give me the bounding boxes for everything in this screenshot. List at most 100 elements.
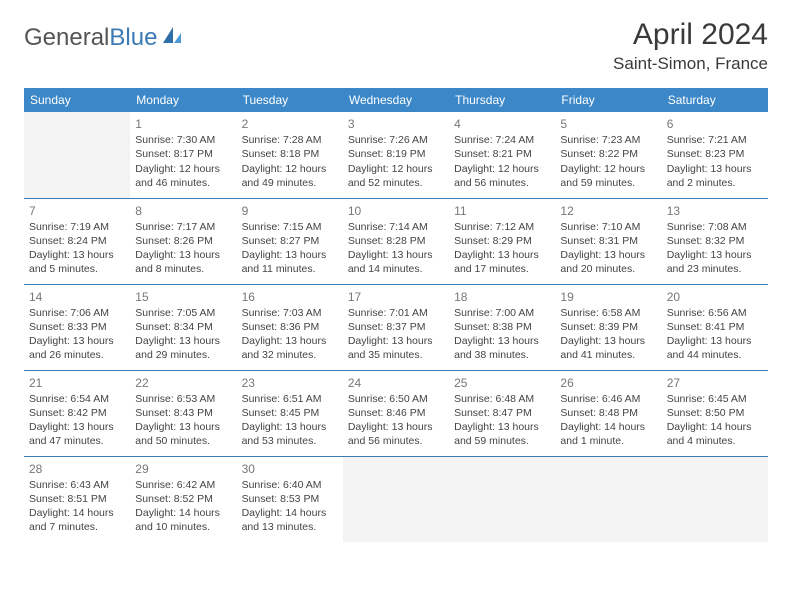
daylight-text: Daylight: 13 hours and 41 minutes. [560, 334, 656, 362]
daylight-text: Daylight: 13 hours and 2 minutes. [667, 162, 763, 190]
daylight-text: Daylight: 13 hours and 56 minutes. [348, 420, 444, 448]
sunrise-text: Sunrise: 7:19 AM [29, 220, 125, 234]
daylight-text: Daylight: 13 hours and 11 minutes. [242, 248, 338, 276]
daylight-text: Daylight: 13 hours and 47 minutes. [29, 420, 125, 448]
sunrise-text: Sunrise: 7:05 AM [135, 306, 231, 320]
daylight-text: Daylight: 13 hours and 14 minutes. [348, 248, 444, 276]
sunrise-text: Sunrise: 7:10 AM [560, 220, 656, 234]
calendar-week-row: 1Sunrise: 7:30 AMSunset: 8:17 PMDaylight… [24, 112, 768, 198]
daylight-text: Daylight: 13 hours and 44 minutes. [667, 334, 763, 362]
sunset-text: Sunset: 8:42 PM [29, 406, 125, 420]
day-number: 13 [667, 203, 763, 219]
day-number: 18 [454, 289, 550, 305]
calendar-header-row: SundayMondayTuesdayWednesdayThursdayFrid… [24, 88, 768, 112]
header-right: April 2024 Saint-Simon, France [613, 18, 768, 74]
page-header: GeneralBlue April 2024 Saint-Simon, Fran… [24, 18, 768, 74]
sunrise-text: Sunrise: 7:28 AM [242, 133, 338, 147]
logo-sail-icon [161, 25, 183, 52]
sunrise-text: Sunrise: 7:00 AM [454, 306, 550, 320]
sunset-text: Sunset: 8:22 PM [560, 147, 656, 161]
sunset-text: Sunset: 8:41 PM [667, 320, 763, 334]
sunrise-text: Sunrise: 6:48 AM [454, 392, 550, 406]
daylight-text: Daylight: 12 hours and 56 minutes. [454, 162, 550, 190]
sunrise-text: Sunrise: 7:26 AM [348, 133, 444, 147]
daylight-text: Daylight: 13 hours and 17 minutes. [454, 248, 550, 276]
sunset-text: Sunset: 8:53 PM [242, 492, 338, 506]
day-number: 2 [242, 116, 338, 132]
daylight-text: Daylight: 13 hours and 20 minutes. [560, 248, 656, 276]
sunrise-text: Sunrise: 6:54 AM [29, 392, 125, 406]
calendar-cell-empty [662, 456, 768, 542]
day-header: Monday [130, 88, 236, 112]
sunrise-text: Sunrise: 7:01 AM [348, 306, 444, 320]
sunset-text: Sunset: 8:32 PM [667, 234, 763, 248]
sunset-text: Sunset: 8:47 PM [454, 406, 550, 420]
sunrise-text: Sunrise: 7:17 AM [135, 220, 231, 234]
daylight-text: Daylight: 13 hours and 53 minutes. [242, 420, 338, 448]
day-number: 15 [135, 289, 231, 305]
sunset-text: Sunset: 8:50 PM [667, 406, 763, 420]
day-number: 24 [348, 375, 444, 391]
sunrise-text: Sunrise: 6:43 AM [29, 478, 125, 492]
sunset-text: Sunset: 8:36 PM [242, 320, 338, 334]
sunrise-text: Sunrise: 6:40 AM [242, 478, 338, 492]
daylight-text: Daylight: 14 hours and 7 minutes. [29, 506, 125, 534]
calendar-cell: 27Sunrise: 6:45 AMSunset: 8:50 PMDayligh… [662, 370, 768, 456]
sunrise-text: Sunrise: 7:14 AM [348, 220, 444, 234]
daylight-text: Daylight: 14 hours and 1 minute. [560, 420, 656, 448]
sunset-text: Sunset: 8:31 PM [560, 234, 656, 248]
daylight-text: Daylight: 13 hours and 50 minutes. [135, 420, 231, 448]
daylight-text: Daylight: 12 hours and 49 minutes. [242, 162, 338, 190]
day-number: 19 [560, 289, 656, 305]
day-number: 27 [667, 375, 763, 391]
sunrise-text: Sunrise: 6:53 AM [135, 392, 231, 406]
sunset-text: Sunset: 8:43 PM [135, 406, 231, 420]
day-header: Tuesday [237, 88, 343, 112]
day-number: 6 [667, 116, 763, 132]
day-number: 29 [135, 461, 231, 477]
calendar-cell: 15Sunrise: 7:05 AMSunset: 8:34 PMDayligh… [130, 284, 236, 370]
day-number: 10 [348, 203, 444, 219]
sunrise-text: Sunrise: 7:06 AM [29, 306, 125, 320]
day-number: 1 [135, 116, 231, 132]
daylight-text: Daylight: 14 hours and 13 minutes. [242, 506, 338, 534]
sunrise-text: Sunrise: 7:03 AM [242, 306, 338, 320]
calendar-body: 1Sunrise: 7:30 AMSunset: 8:17 PMDaylight… [24, 112, 768, 542]
logo-text: GeneralBlue [24, 24, 157, 52]
calendar-cell: 12Sunrise: 7:10 AMSunset: 8:31 PMDayligh… [555, 198, 661, 284]
calendar-cell-empty [24, 112, 130, 198]
sunrise-text: Sunrise: 6:45 AM [667, 392, 763, 406]
calendar-cell: 23Sunrise: 6:51 AMSunset: 8:45 PMDayligh… [237, 370, 343, 456]
daylight-text: Daylight: 14 hours and 4 minutes. [667, 420, 763, 448]
calendar-cell: 11Sunrise: 7:12 AMSunset: 8:29 PMDayligh… [449, 198, 555, 284]
calendar-cell: 10Sunrise: 7:14 AMSunset: 8:28 PMDayligh… [343, 198, 449, 284]
month-title: April 2024 [613, 18, 768, 52]
logo-text-blue: Blue [109, 24, 157, 51]
sunset-text: Sunset: 8:26 PM [135, 234, 231, 248]
daylight-text: Daylight: 13 hours and 5 minutes. [29, 248, 125, 276]
sunrise-text: Sunrise: 6:50 AM [348, 392, 444, 406]
calendar-cell: 19Sunrise: 6:58 AMSunset: 8:39 PMDayligh… [555, 284, 661, 370]
day-number: 28 [29, 461, 125, 477]
day-header: Thursday [449, 88, 555, 112]
calendar-cell: 21Sunrise: 6:54 AMSunset: 8:42 PMDayligh… [24, 370, 130, 456]
sunset-text: Sunset: 8:28 PM [348, 234, 444, 248]
calendar-cell: 17Sunrise: 7:01 AMSunset: 8:37 PMDayligh… [343, 284, 449, 370]
daylight-text: Daylight: 14 hours and 10 minutes. [135, 506, 231, 534]
day-number: 17 [348, 289, 444, 305]
day-header: Saturday [662, 88, 768, 112]
day-number: 5 [560, 116, 656, 132]
sunset-text: Sunset: 8:29 PM [454, 234, 550, 248]
sunset-text: Sunset: 8:34 PM [135, 320, 231, 334]
sunset-text: Sunset: 8:37 PM [348, 320, 444, 334]
sunset-text: Sunset: 8:17 PM [135, 147, 231, 161]
day-number: 14 [29, 289, 125, 305]
calendar-cell: 9Sunrise: 7:15 AMSunset: 8:27 PMDaylight… [237, 198, 343, 284]
sunrise-text: Sunrise: 6:58 AM [560, 306, 656, 320]
daylight-text: Daylight: 12 hours and 59 minutes. [560, 162, 656, 190]
calendar-cell: 18Sunrise: 7:00 AMSunset: 8:38 PMDayligh… [449, 284, 555, 370]
day-number: 8 [135, 203, 231, 219]
sunrise-text: Sunrise: 7:21 AM [667, 133, 763, 147]
day-number: 4 [454, 116, 550, 132]
calendar-cell: 16Sunrise: 7:03 AMSunset: 8:36 PMDayligh… [237, 284, 343, 370]
